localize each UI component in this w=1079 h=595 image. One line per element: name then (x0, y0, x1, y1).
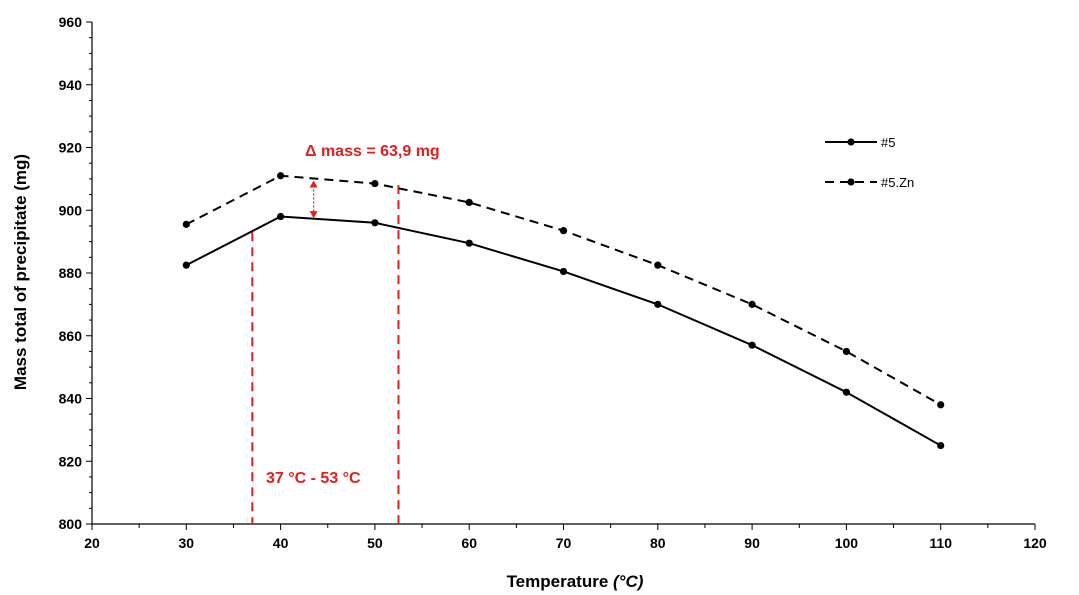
axes: 20 30 40 50 60 70 80 90 100 110 120 800 820 840 860 880… (59, 14, 1047, 551)
y-tick-label: 960 (59, 14, 83, 30)
series-2-point (937, 401, 945, 409)
series-2-point (654, 261, 662, 269)
y-tick-label: 860 (59, 328, 83, 344)
series-1-point (371, 219, 379, 227)
series-1-point (654, 300, 662, 308)
series-2-point (465, 198, 473, 207)
series-2-point (277, 172, 285, 180)
legend-marker-2 (847, 178, 855, 186)
y-tick-label: 800 (59, 516, 83, 532)
x-tick-label: 110 (929, 535, 952, 551)
x-tick-label: 120 (1023, 535, 1047, 551)
delta-mass-label: Δ mass = 63,9 mg (305, 143, 440, 160)
series-1-point (842, 388, 851, 396)
series-layer (182, 172, 945, 450)
temperature-range-label: 37 °C - 53 °C (266, 470, 361, 487)
x-tick-label: 80 (650, 535, 666, 551)
x-axis-title-unit: (°C) (613, 572, 644, 591)
y-tick-label: 880 (59, 265, 83, 281)
x-tick-label: 30 (179, 535, 195, 551)
legend-marker-1 (847, 138, 855, 146)
y-tick-label: 900 (59, 202, 83, 218)
x-tick-label: 70 (556, 535, 572, 551)
x-axis-title: Temperature (°C) (507, 572, 644, 591)
series-2-point (371, 179, 379, 188)
y-tick-label: 820 (59, 453, 83, 469)
legend-label-1: #5 (881, 135, 895, 150)
x-tick-label: 100 (835, 535, 859, 551)
series-1-point (277, 212, 285, 221)
legend-label-2: #5.Zn (881, 175, 914, 190)
legend: #5 #5.Zn (825, 135, 914, 190)
series-1-point (748, 341, 756, 349)
delta-arrow-head-up (309, 180, 318, 188)
series-2-point (748, 300, 756, 308)
y-tick-label: 920 (59, 140, 83, 156)
y-tick-label: 940 (59, 77, 83, 93)
series-1-point (182, 261, 190, 269)
y-axis-title: Mass total of precipitate (mg) (11, 154, 30, 390)
series-1-point (465, 239, 473, 247)
x-axis-title-text: Temperature (507, 572, 609, 591)
x-tick-label: 60 (461, 535, 477, 551)
series-2-point (182, 220, 190, 228)
y-tick-label: 840 (59, 391, 83, 407)
range-lines (251, 185, 400, 524)
x-tick-label: 50 (367, 535, 383, 551)
series-line-1 (185, 215, 942, 447)
x-tick-label: 90 (744, 535, 760, 551)
series-1-point (937, 441, 945, 450)
series-2-point (842, 347, 851, 356)
x-tick-label: 40 (273, 535, 289, 551)
series-2-point (559, 227, 568, 235)
x-tick-label: 20 (84, 535, 100, 551)
series-1-point (559, 267, 568, 276)
delta-arrow-head-down (309, 211, 318, 219)
series-line-2 (185, 174, 942, 406)
